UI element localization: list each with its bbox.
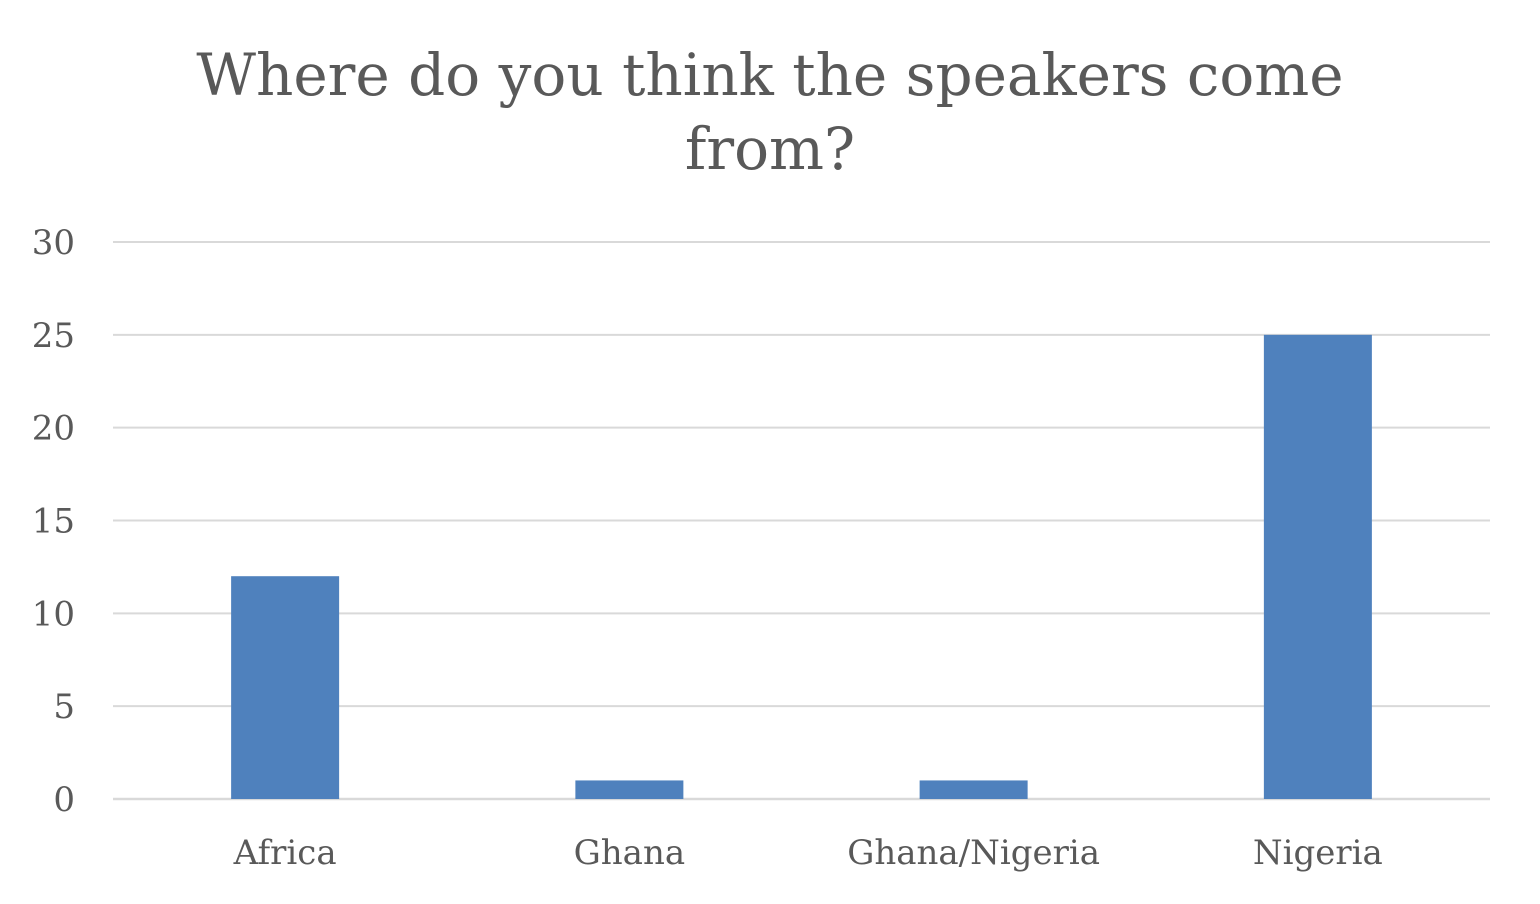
y-tick-label: 30 xyxy=(32,223,75,263)
bars xyxy=(231,334,1372,799)
bar-africa xyxy=(231,576,340,799)
gridlines xyxy=(113,241,1490,801)
chart-title: Where do you think the speakers come fro… xyxy=(0,38,1540,186)
x-axis-categories: Africa Ghana Ghana/Nigeria Nigeria xyxy=(233,833,1383,873)
y-tick-label: 20 xyxy=(32,409,75,449)
y-tick-label: 15 xyxy=(32,502,75,542)
x-category-label: Ghana/Nigeria xyxy=(847,833,1100,873)
x-category-label: Nigeria xyxy=(1253,833,1383,873)
bar-ghana-nigeria xyxy=(919,780,1028,799)
x-category-label: Ghana xyxy=(574,833,686,873)
chart-title-line-2: from? xyxy=(684,115,856,183)
bar-nigeria xyxy=(1263,334,1372,799)
chart-title-line-1: Where do you think the speakers come xyxy=(196,41,1344,109)
bar-ghana xyxy=(575,780,684,799)
y-tick-label: 5 xyxy=(53,687,75,727)
y-tick-label: 0 xyxy=(53,780,75,820)
y-tick-label: 25 xyxy=(32,316,75,356)
y-axis-ticks: 0 5 10 15 20 25 30 xyxy=(32,223,75,820)
x-category-label: Africa xyxy=(233,833,337,873)
y-tick-label: 10 xyxy=(32,594,75,634)
